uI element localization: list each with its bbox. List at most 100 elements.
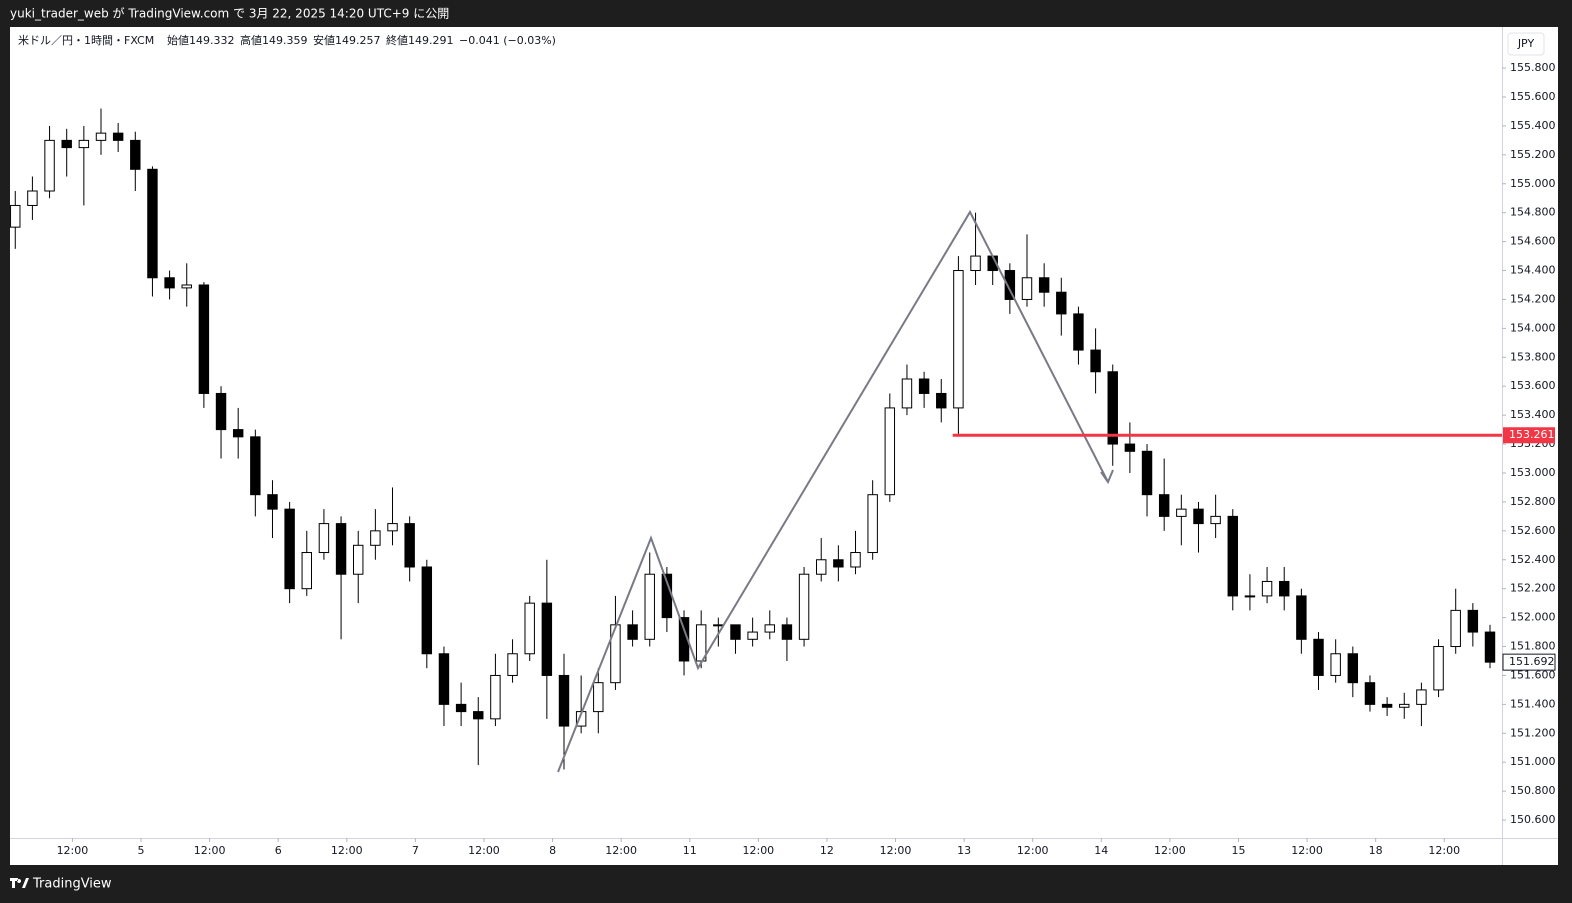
- candle-body: [678, 617, 690, 662]
- y-tick-label: 151.600: [1510, 668, 1556, 681]
- x-tick-label: 12:00: [57, 844, 89, 857]
- y-tick-label: 152.000: [1510, 611, 1556, 624]
- y-tick-label: 155.600: [1510, 90, 1556, 103]
- candle-body: [147, 168, 158, 279]
- candle-body: [1433, 646, 1444, 691]
- y-tick-label: 151.800: [1510, 640, 1556, 653]
- publish-info: yuki_trader_web が TradingView.com で 3月 2…: [10, 6, 449, 21]
- x-tick-label: 12: [820, 844, 834, 857]
- zigzag-drawing: [557, 209, 1109, 773]
- candle-body: [901, 378, 913, 409]
- candle-body: [1244, 595, 1256, 598]
- y-tick-label: 152.800: [1510, 495, 1556, 508]
- candle-body: [1004, 270, 1016, 300]
- y-tick-label: 153.000: [1510, 466, 1556, 479]
- legend-low: 安値149.257: [313, 33, 381, 47]
- arrow-head: [1100, 469, 1114, 485]
- x-tick-label: 12:00: [742, 844, 774, 857]
- y-tick-label: 152.400: [1510, 553, 1556, 566]
- candle-body: [10, 204, 21, 228]
- legend-high: 高値149.359: [240, 33, 308, 47]
- candle-body: [318, 523, 330, 554]
- candle-body: [370, 530, 381, 546]
- candle-body: [335, 523, 347, 575]
- currency-button[interactable]: [1507, 32, 1545, 56]
- candle-body: [713, 624, 724, 627]
- y-tick-label: 154.800: [1510, 206, 1556, 219]
- candle-body: [250, 436, 261, 496]
- candle-body: [918, 378, 930, 394]
- x-tick-label: 5: [138, 844, 145, 857]
- candle-body: [627, 624, 638, 640]
- candle-body: [833, 559, 844, 568]
- x-tick-label: 18: [1369, 844, 1383, 857]
- x-tick-label: 12:00: [605, 844, 637, 857]
- candle-body: [473, 711, 484, 720]
- candle-body: [438, 653, 450, 705]
- y-tick-label: 152.600: [1510, 524, 1556, 537]
- candle-body: [1364, 682, 1376, 705]
- legend-change: −0.041 (−0.03%): [459, 34, 556, 47]
- y-tick-label: 152.200: [1510, 582, 1556, 595]
- candle-body: [1021, 277, 1033, 300]
- candle-body: [1279, 580, 1290, 597]
- x-tick-label: 12:00: [1017, 844, 1049, 857]
- candle-body: [781, 624, 793, 640]
- candle-body: [95, 132, 107, 141]
- candle-body: [816, 559, 827, 575]
- x-tick-label: 12:00: [1154, 844, 1186, 857]
- candle-body: [970, 255, 981, 272]
- x-tick-label: 12:00: [1291, 844, 1323, 857]
- candle-body: [850, 552, 861, 568]
- x-tick-label: 14: [1094, 844, 1108, 857]
- candle-body: [301, 552, 312, 590]
- x-tick-label: 12:00: [194, 844, 226, 857]
- candle-body: [27, 190, 38, 206]
- candle-body: [1193, 508, 1204, 525]
- plot-area: [10, 108, 1496, 770]
- candle-body: [164, 277, 175, 289]
- candle-body: [404, 523, 415, 568]
- candle-body: [593, 682, 604, 713]
- currency-label: JPY: [1517, 37, 1535, 50]
- candle-body: [644, 573, 655, 640]
- candle-body: [1038, 277, 1050, 293]
- y-tick-label: 154.400: [1510, 264, 1556, 277]
- hline-price-label: 153.261: [1509, 428, 1555, 441]
- y-tick-label: 154.600: [1510, 235, 1556, 248]
- x-tick-label: 13: [957, 844, 971, 857]
- candle-body: [455, 703, 467, 713]
- candle-body: [1090, 349, 1101, 373]
- y-tick-label: 151.000: [1510, 755, 1556, 768]
- candle-body: [730, 624, 741, 640]
- y-tick-label: 150.600: [1510, 813, 1556, 826]
- candle-body: [1227, 515, 1238, 597]
- y-tick-label: 154.000: [1510, 321, 1556, 334]
- candle-body: [1261, 580, 1273, 597]
- candle-body: [1330, 653, 1341, 676]
- candle-body: [1210, 515, 1221, 525]
- candle-body: [884, 407, 896, 496]
- candle-body: [130, 139, 141, 170]
- brand-logo: [10, 878, 29, 888]
- candle-body: [1450, 609, 1461, 648]
- last-price-tag: [1502, 653, 1556, 671]
- candle-body: [764, 624, 775, 633]
- candle-body: [1073, 313, 1084, 351]
- last-price-label: 151.692: [1509, 655, 1555, 668]
- candle-body: [1296, 595, 1307, 640]
- candle-body: [181, 284, 192, 289]
- x-tick-label: 12:00: [468, 844, 500, 857]
- candle-body: [267, 494, 278, 510]
- y-tick-label: 150.800: [1510, 784, 1556, 797]
- legend-symbol: 米ドル／円・1時間・FXCM: [18, 34, 154, 47]
- y-tick-label: 154.200: [1510, 292, 1556, 305]
- candle-body: [1484, 631, 1496, 663]
- candle-body: [798, 573, 810, 640]
- candle-body: [1056, 291, 1067, 315]
- x-tick-label: 8: [549, 844, 556, 857]
- candle-body: [1416, 689, 1427, 705]
- candle-body: [1399, 703, 1410, 708]
- candle-body: [215, 392, 227, 431]
- candle-body: [61, 139, 72, 149]
